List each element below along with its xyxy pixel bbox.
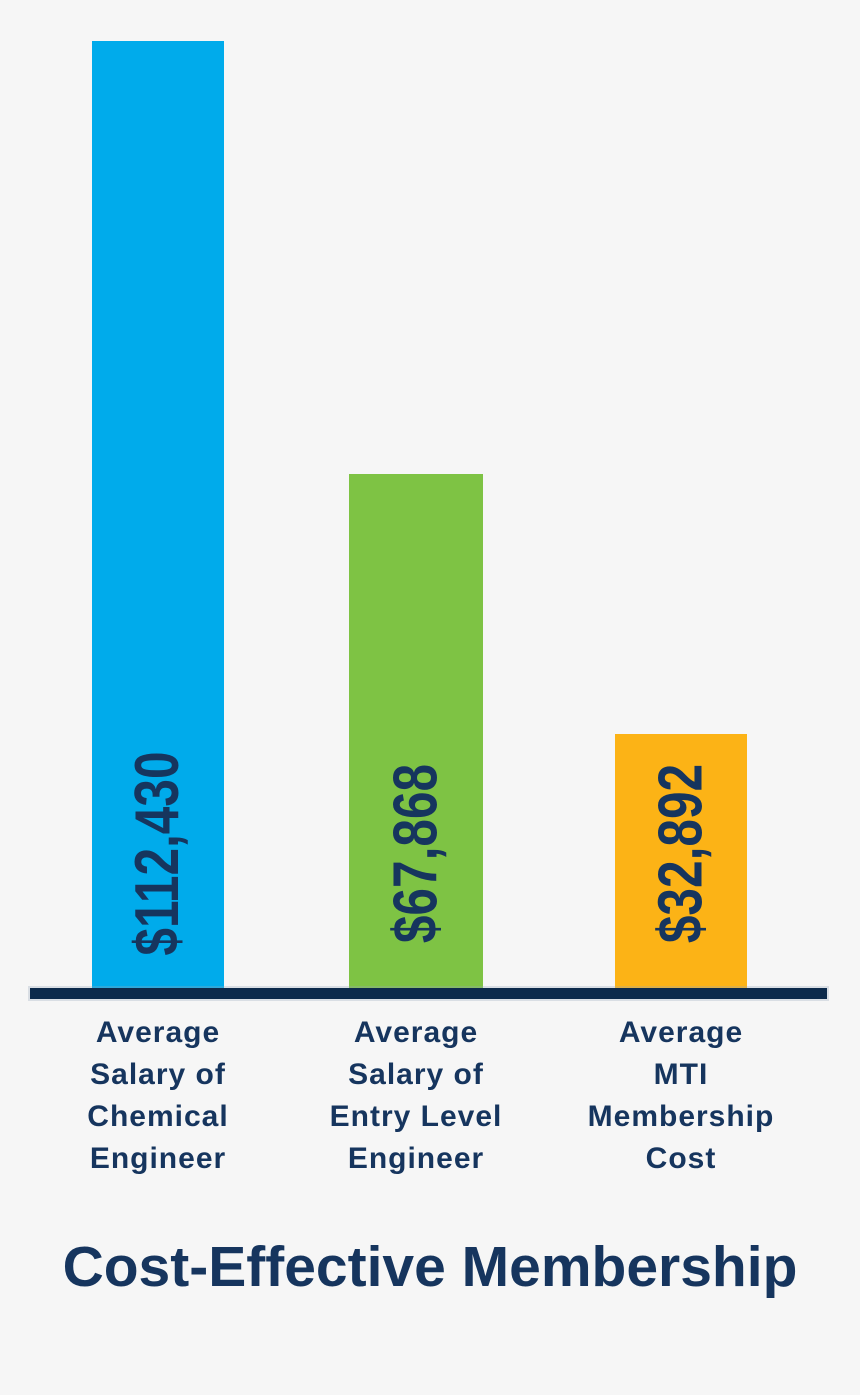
category-label-entry-level-engineer: Average Salary of Entry Level Engineer bbox=[329, 1016, 503, 1175]
bar-entry-level-engineer-salary: $67,868 bbox=[349, 474, 483, 988]
bar-chemical-engineer-salary: $112,430 bbox=[92, 41, 224, 988]
bar-value-box: $67,868 bbox=[349, 728, 483, 978]
category-label-mti-membership: Average MTI Membership Cost bbox=[587, 1016, 775, 1175]
x-axis-line bbox=[30, 988, 827, 999]
category-label-chemical-engineer: Average Salary of Chemical Engineer bbox=[87, 1016, 229, 1175]
bar-mti-membership-cost: $32,892 bbox=[615, 734, 747, 988]
bar-value-label-entry-level: $67,868 bbox=[381, 763, 451, 943]
bar-value-label-mti: $32,892 bbox=[646, 763, 716, 943]
bar-value-label-chemical: $112,430 bbox=[123, 750, 193, 956]
bar-value-box: $112,430 bbox=[92, 728, 224, 978]
chart-title: Cost-Effective Membership bbox=[62, 1235, 798, 1299]
bar-value-box: $32,892 bbox=[615, 728, 747, 978]
